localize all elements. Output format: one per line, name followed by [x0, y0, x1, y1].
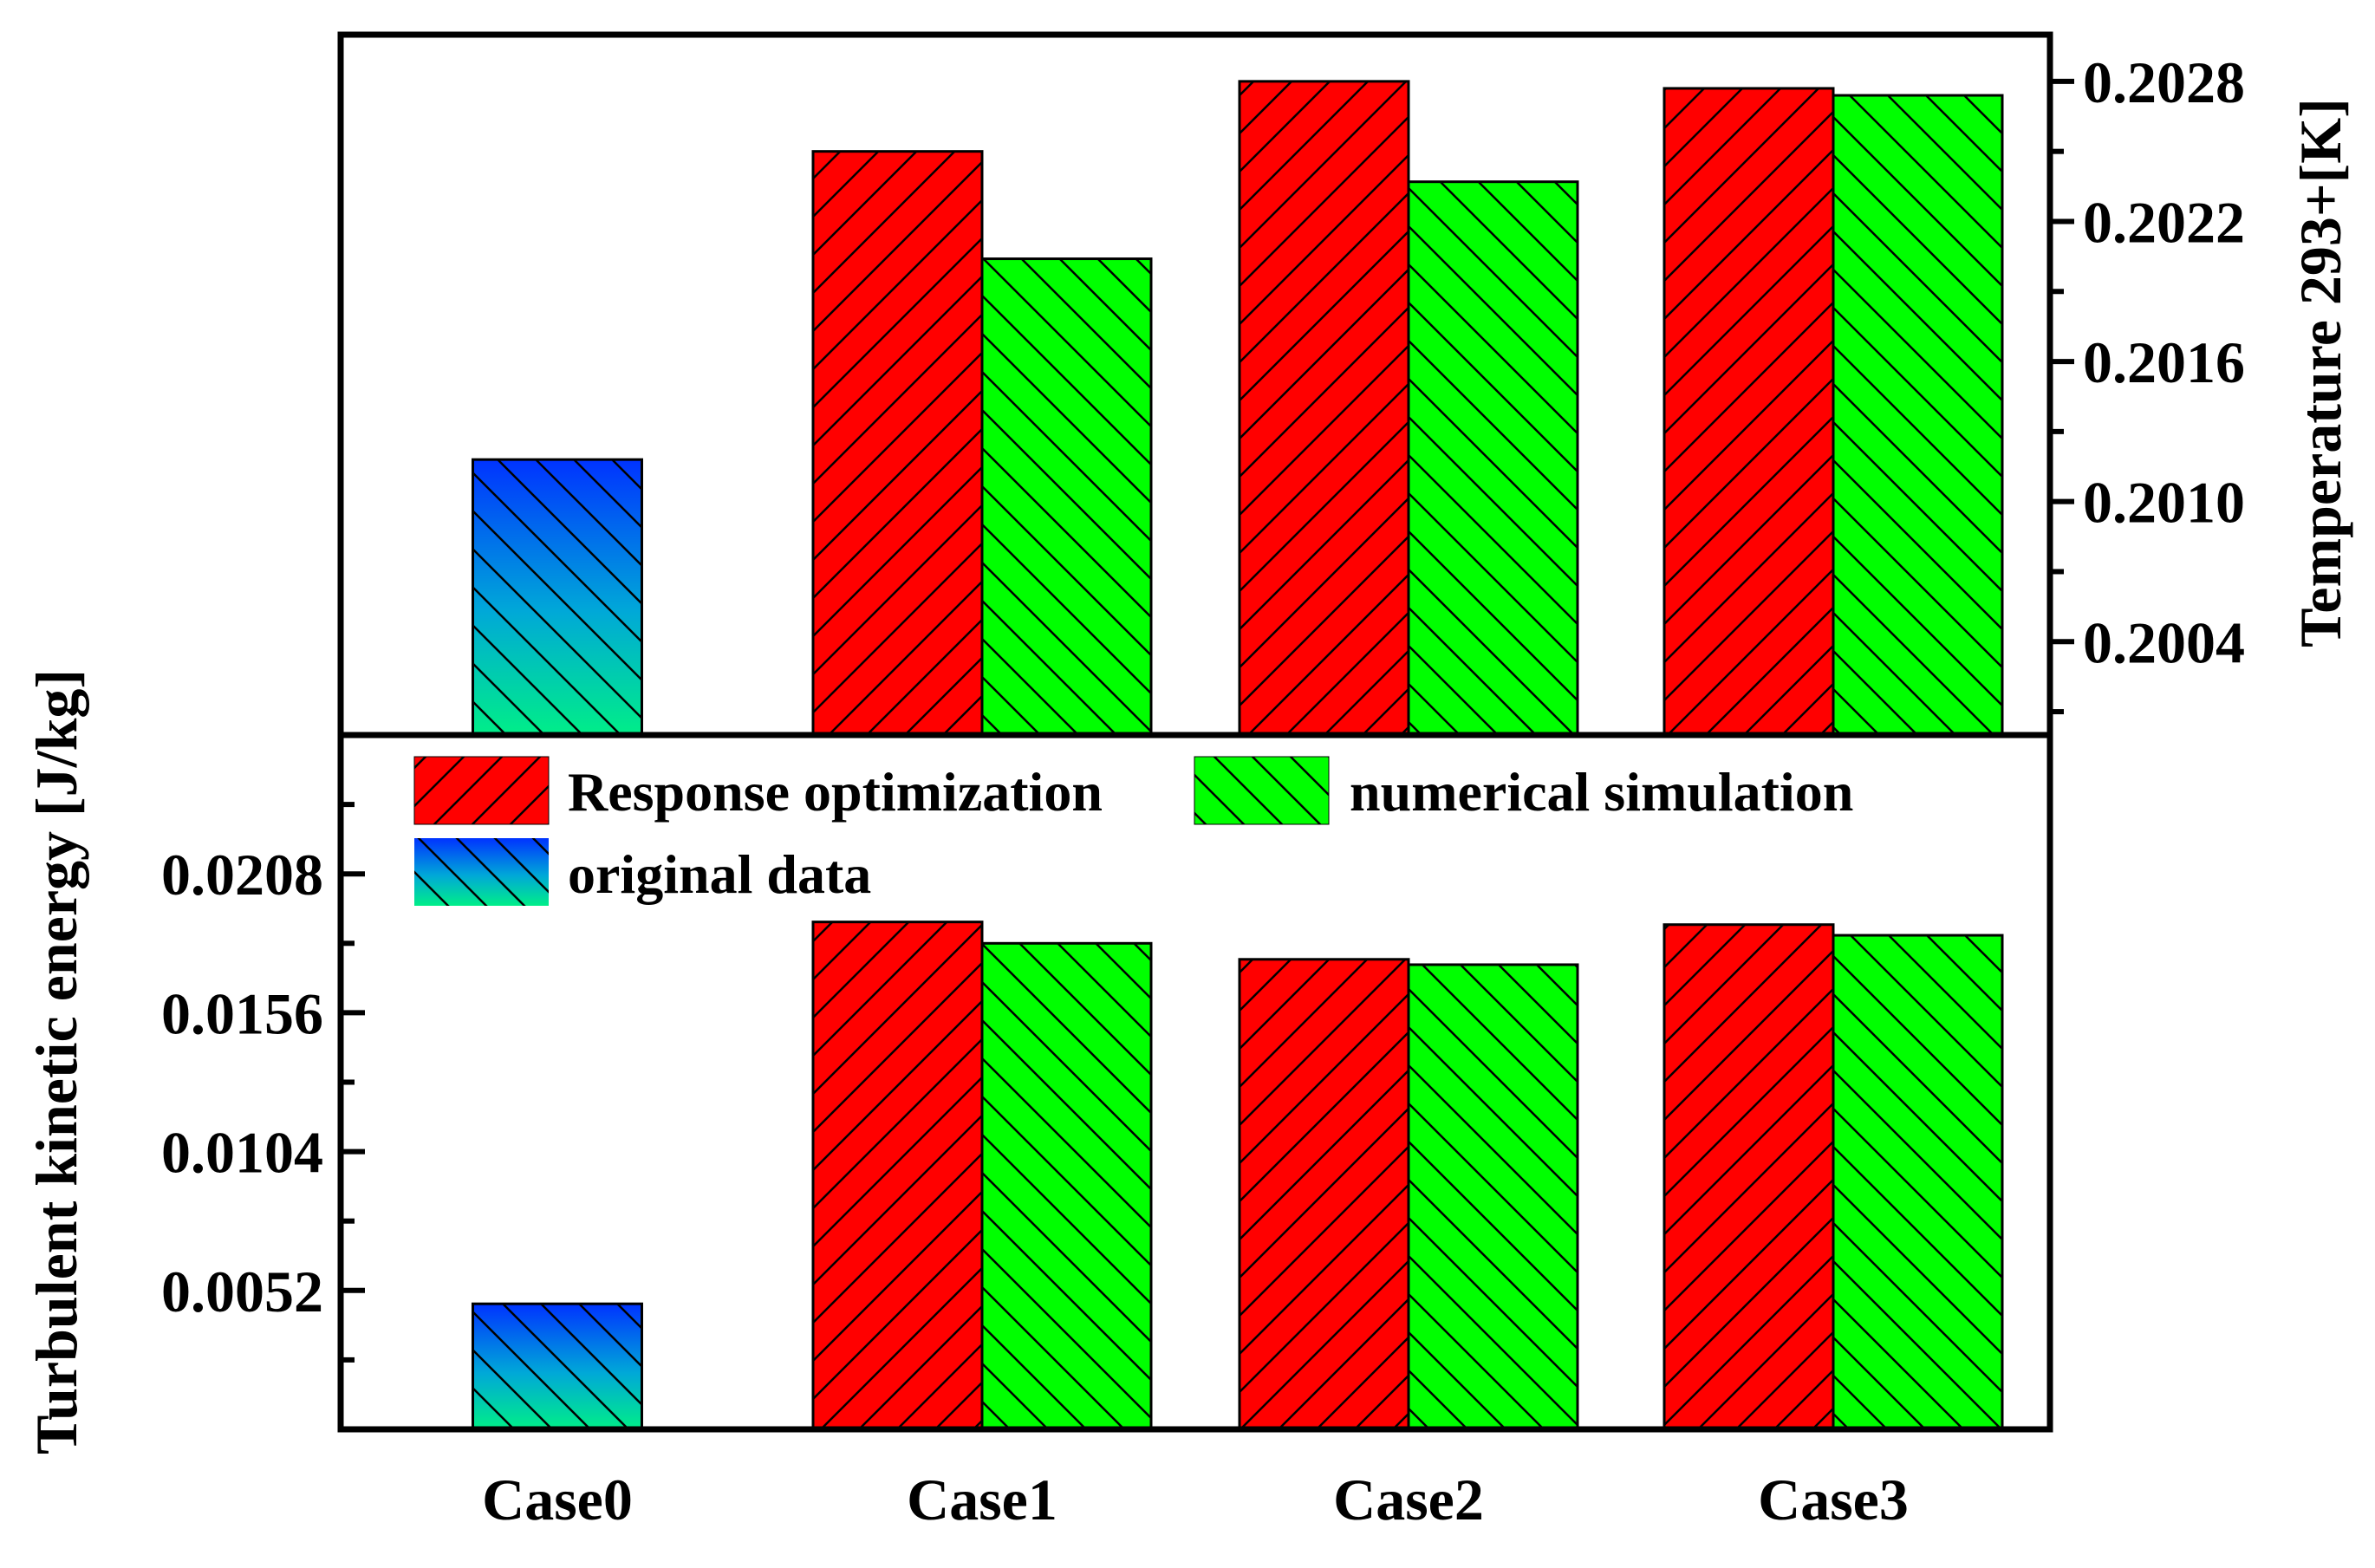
- bottom-bar-case2-response-hatch: [1238, 958, 1410, 1431]
- legend-item-response: Response optimization: [413, 756, 1103, 825]
- top-y-axis-title: Temperature 293+[K]: [2287, 98, 2353, 647]
- legend-label-numerical: numerical simulation: [1350, 761, 1853, 823]
- top-bar-case3-response-hatch: [1662, 87, 1835, 737]
- top-bar-case2-response-hatch: [1238, 80, 1410, 737]
- legend-item-numerical: numerical simulation: [1194, 756, 1853, 825]
- top-y-tick-label: 0.2010: [2083, 470, 2245, 536]
- x-tick-label-case1: Case1: [907, 1467, 1057, 1532]
- bottom-y-tick-label: 0.0104: [161, 1120, 323, 1186]
- x-tick-label-case2: Case2: [1333, 1467, 1484, 1532]
- legend-swatch-response-hatch: [413, 756, 550, 825]
- legend-label-response: Response optimization: [568, 761, 1103, 823]
- top-y-tick-label: 0.2022: [2083, 189, 2245, 255]
- bottom-bar-case0-original-hatch: [472, 1302, 643, 1431]
- top-bar-case2-numerical-hatch: [1407, 180, 1579, 737]
- top-y-tick-label: 0.2028: [2083, 49, 2245, 115]
- top-bar-case1-numerical-hatch: [980, 257, 1153, 737]
- bottom-y-tick-label: 0.0052: [161, 1259, 323, 1324]
- top-y-tick-label: 0.2016: [2083, 329, 2245, 395]
- bottom-bar-case1-numerical-hatch: [980, 941, 1153, 1431]
- legend-swatch-original-hatch: [414, 838, 549, 906]
- top-bar-case1-response-hatch: [811, 150, 984, 737]
- bottom-bar-case1-response-hatch: [811, 921, 984, 1431]
- bottom-y-axis-title: Turbulent kinetic energy [J/kg]: [23, 669, 89, 1454]
- legend: Response optimization numerical simulati…: [413, 756, 1853, 906]
- legend-swatch-numerical-hatch: [1194, 756, 1330, 825]
- axes-layer: 0.2004 0.2010 0.2016 0.2022 0.2028 0.0052 0.01…: [161, 31, 2245, 1532]
- x-tick-label-case0: Case0: [482, 1467, 633, 1532]
- x-tick-label-case3: Case3: [1758, 1467, 1909, 1532]
- legend-label-original: original data: [568, 843, 871, 905]
- bottom-y-tick-label: 0.0208: [161, 842, 323, 908]
- top-bar-case0-original-hatch: [472, 458, 643, 737]
- bottom-bar-case2-numerical-hatch: [1407, 963, 1579, 1431]
- bars-layer: [472, 80, 2004, 1431]
- bottom-bar-case3-numerical-hatch: [1832, 934, 2004, 1431]
- top-y-tick-label: 0.2004: [2083, 609, 2245, 675]
- top-bar-case3-numerical-hatch: [1832, 94, 2004, 737]
- bottom-bar-case3-response-hatch: [1662, 923, 1835, 1431]
- bottom-y-tick-label: 0.0156: [161, 980, 323, 1046]
- legend-item-original: original data: [414, 838, 871, 906]
